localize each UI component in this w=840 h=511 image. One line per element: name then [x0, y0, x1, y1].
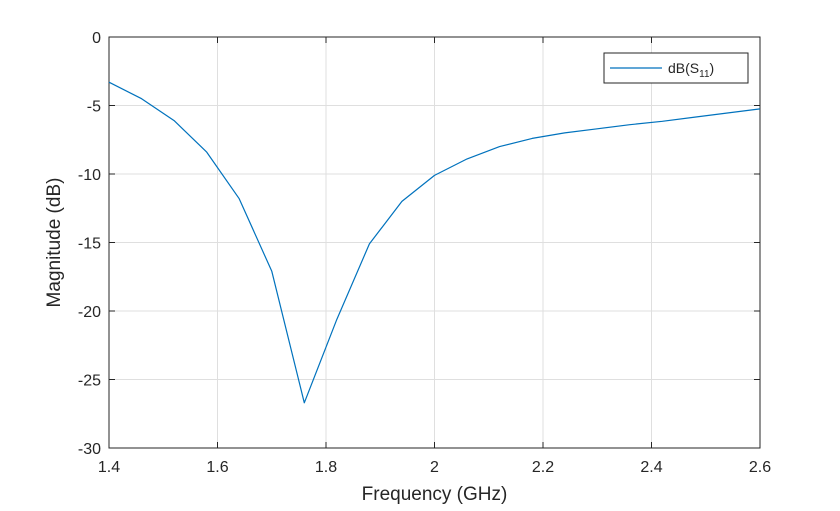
- series-line-s11: [108, 81, 761, 404]
- legend-entry-s11: dB(S11): [668, 60, 714, 80]
- x-tick-label: 1.8: [315, 459, 337, 476]
- y-tick-label: -5: [87, 99, 101, 116]
- y-tick-label: -30: [78, 441, 101, 458]
- legend-entry-main: dB(S: [668, 60, 699, 76]
- legend-entry-close: ): [710, 60, 715, 76]
- x-axis-label: Frequency (GHz): [362, 484, 508, 505]
- tick-layer: [108, 36, 761, 449]
- legend-entry-subscript: 11: [699, 69, 710, 80]
- x-tick-label: 2: [430, 459, 439, 476]
- y-tick-label: -15: [78, 236, 101, 253]
- x-tick-label: 2.4: [640, 459, 662, 476]
- legend[interactable]: dB(S11): [603, 52, 749, 84]
- tick-labels-layer: 1.4 1.6 1.8 2 2.2 2.4 2.6 0 -5 -10 -15 -20 -25 -30: [78, 30, 771, 476]
- grid-layer: [108, 36, 761, 449]
- y-tick-label: 0: [92, 30, 101, 47]
- y-axis-label: Magnitude (dB): [44, 178, 65, 308]
- y-tick-label: -25: [78, 373, 101, 390]
- x-tick-label: 2.6: [749, 459, 771, 476]
- x-tick-label: 1.4: [98, 459, 120, 476]
- y-tick-label: -20: [78, 304, 101, 321]
- x-tick-label: 1.6: [206, 459, 228, 476]
- y-tick-label: -10: [78, 167, 101, 184]
- x-tick-label: 2.2: [532, 459, 554, 476]
